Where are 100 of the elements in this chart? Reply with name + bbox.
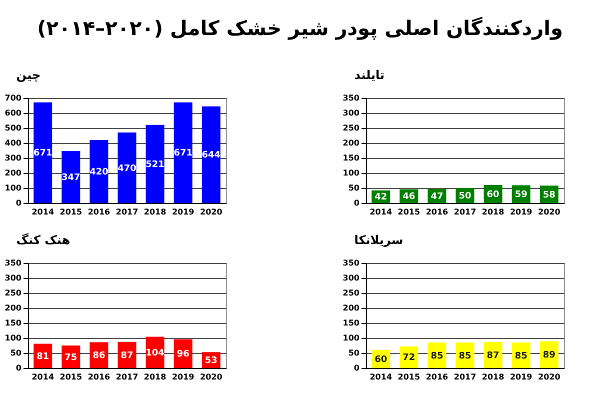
data-label: 81 [36,352,50,362]
data-label: 60 [374,355,388,365]
y-tick-label: 0 [16,198,22,208]
y-tick-label: 300 [4,154,22,162]
y-tick-label: 700 [4,94,22,102]
y-tick-label: 200 [342,304,360,312]
data-label: 60 [486,190,500,200]
data-label: 89 [542,350,556,361]
x-tick-label: 2014 [370,208,392,216]
data-label: 85 [430,351,444,362]
data-label: 50 [458,192,472,202]
data-label: 85 [458,351,472,362]
bar [202,106,220,203]
x-tick-label: 2016 [426,372,449,382]
x-tick-label: 2020 [538,372,561,382]
x-tick-label: 2016 [88,372,111,382]
y-tick-label: 300 [342,108,360,118]
bar [34,102,52,203]
x-tick-label: 2020 [200,372,223,382]
bar [62,150,80,203]
chart-title: هنک کنگ [16,233,70,247]
x-tick-label: 2014 [32,208,54,216]
data-label: 96 [176,350,190,360]
data-label: 53 [204,356,218,366]
y-tick-label: 0 [354,198,360,208]
y-tick-label: 50 [348,184,360,192]
bar [174,102,192,203]
data-label: 85 [514,351,528,362]
x-tick-label: 2015 [60,372,82,382]
x-tick-label: 2020 [200,208,223,216]
x-tick-label: 2018 [482,208,505,216]
bar [118,342,136,368]
x-tick-label: 2019 [172,208,195,216]
x-tick-label: 2020 [538,208,561,216]
x-tick-label: 2015 [398,372,420,382]
y-tick-label: 350 [4,258,22,268]
data-label: 671 [174,148,192,159]
data-label: 644 [202,150,221,161]
y-tick-label: 500 [4,124,22,132]
chart-title: چین [16,68,41,82]
data-label: 87 [486,350,500,361]
y-tick-label: 200 [342,138,360,148]
x-tick-label: 2017 [454,372,476,382]
data-label: 72 [402,353,416,364]
data-label: 420 [90,168,108,178]
y-tick-label: 300 [4,274,22,282]
y-tick-label: 200 [4,168,22,178]
y-tick-label: 350 [342,258,360,268]
x-tick-label: 2018 [144,372,167,382]
data-label: 521 [146,160,164,170]
x-tick-label: 2017 [454,208,476,216]
y-tick-label: 0 [16,364,22,372]
text: واردکنندگان اصلی پودر شیر خشک کامل (۲۰۲۰–۲۰۱۴) [36,16,564,40]
chart-title: تایلند [354,68,385,82]
x-tick-label: 2016 [426,208,449,216]
x-tick-label: 2019 [510,208,533,216]
y-tick-label: 350 [342,94,360,102]
y-tick-label: 100 [342,334,360,342]
data-label: 47 [430,192,444,202]
data-label: 87 [120,350,134,361]
bar [146,124,164,203]
x-tick-label: 2017 [116,208,138,216]
y-tick-label: 600 [4,108,22,118]
data-label: 58 [542,190,556,200]
y-tick-label: 400 [4,138,22,148]
y-tick-label: 250 [342,288,360,298]
y-tick-label: 50 [10,348,22,358]
data-label: 347 [62,172,80,183]
x-tick-label: 2014 [32,372,54,382]
y-tick-label: 100 [4,334,22,342]
y-tick-label: 250 [4,288,22,298]
bar [90,140,108,203]
data-label: 671 [33,148,52,159]
bar [118,132,136,203]
y-tick-label: 0 [354,364,360,372]
y-tick-label: 100 [342,168,360,178]
x-tick-label: 2016 [88,208,111,216]
y-tick-label: 150 [342,154,360,162]
data-label: 42 [374,192,388,203]
x-tick-label: 2015 [398,208,420,216]
data-label: 46 [402,192,416,202]
y-tick-label: 200 [4,304,22,312]
chart-title: سریلانکا [354,233,404,247]
data-label: 104 [146,348,164,358]
y-tick-label: 150 [342,318,360,328]
x-tick-label: 2019 [172,372,195,382]
y-tick-label: 150 [4,318,22,328]
x-tick-label: 2014 [370,372,392,382]
y-tick-label: 250 [342,124,360,132]
x-tick-label: 2017 [116,372,138,382]
data-label: 59 [514,190,528,200]
y-tick-label: 100 [4,184,22,192]
x-tick-label: 2018 [144,208,167,216]
data-label: 86 [92,351,106,362]
y-tick-label: 50 [348,348,360,358]
x-tick-label: 2019 [510,372,533,382]
x-tick-label: 2018 [482,372,505,382]
y-tick-label: 300 [342,274,360,282]
data-label: 470 [118,164,136,174]
x-tick-label: 2015 [60,208,82,216]
